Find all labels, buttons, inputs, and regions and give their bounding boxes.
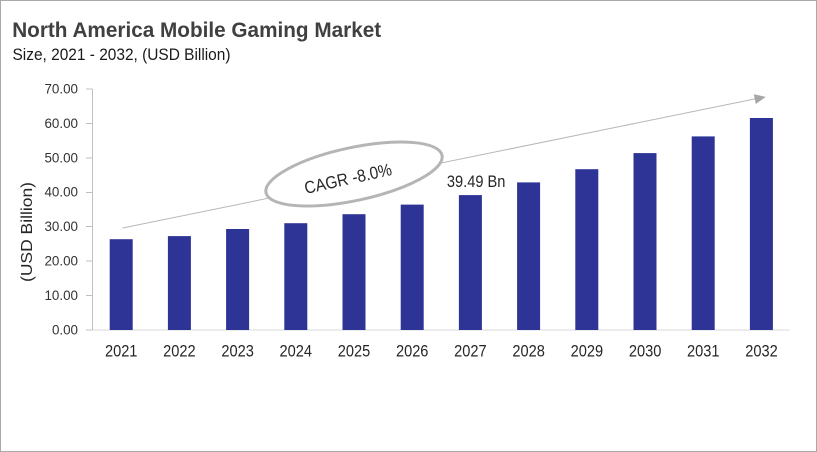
svg-text:70.00: 70.00 [44,81,78,96]
svg-text:2023: 2023 [221,342,254,361]
svg-text:20.00: 20.00 [44,254,78,269]
svg-text:2022: 2022 [163,342,196,361]
svg-text:0.00: 0.00 [52,322,78,337]
svg-text:(USD Billion): (USD Billion) [19,182,36,282]
svg-text:30.00: 30.00 [44,219,78,234]
svg-text:2021: 2021 [105,342,138,361]
svg-text:2030: 2030 [629,342,662,361]
svg-text:2031: 2031 [687,342,720,361]
svg-text:50.00: 50.00 [44,150,78,165]
svg-text:2026: 2026 [396,342,429,361]
svg-text:2027: 2027 [454,342,487,361]
svg-text:39.49 Bn: 39.49 Bn [447,172,506,191]
svg-text:60.00: 60.00 [44,116,78,131]
svg-text:40.00: 40.00 [44,185,78,200]
svg-text:2029: 2029 [571,342,604,361]
svg-text:North America Mobile Gaming Ma: North America Mobile Gaming Market [12,19,381,42]
svg-text:2024: 2024 [280,342,313,361]
svg-text:2025: 2025 [338,342,371,361]
svg-text:Size, 2021 - 2032, (USD Billio: Size, 2021 - 2032, (USD Billion) [13,45,231,64]
svg-text:10.00: 10.00 [44,288,78,303]
svg-text:2028: 2028 [512,342,545,361]
svg-text:2032: 2032 [745,342,778,361]
